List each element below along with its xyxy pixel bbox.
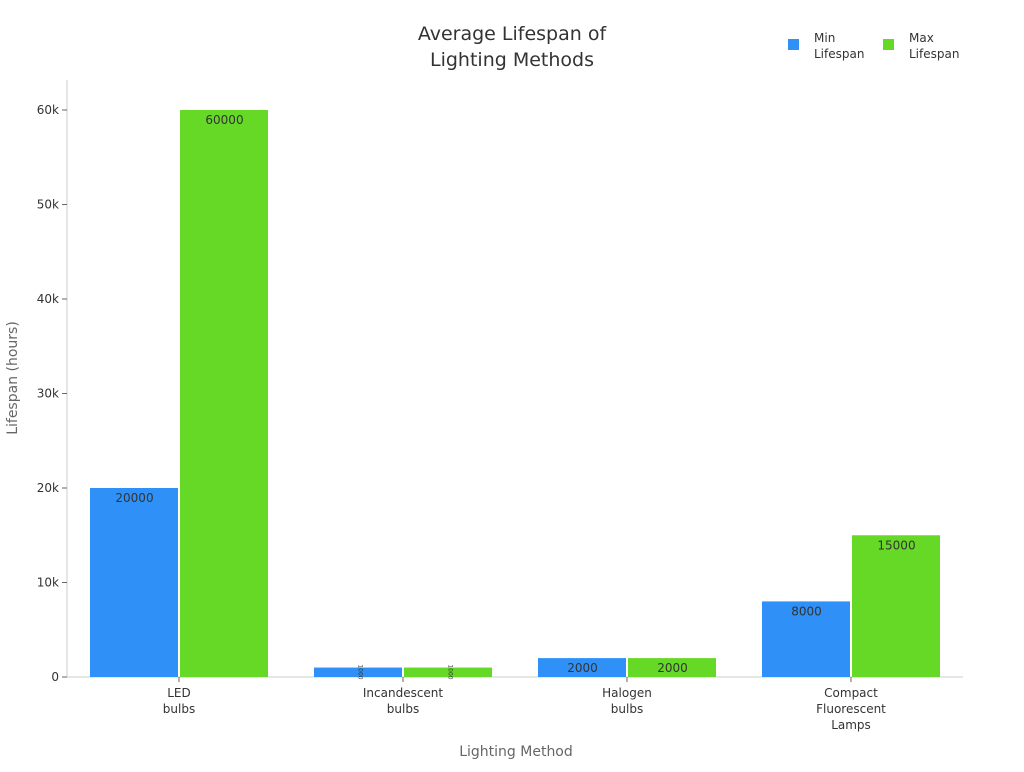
- x-tick-label: Fluorescent: [816, 702, 886, 716]
- legend-label: Max: [909, 31, 934, 45]
- legend-swatch: [883, 39, 894, 50]
- bar: [852, 535, 940, 677]
- x-tick-label: Compact: [824, 686, 878, 700]
- legend-label: Lifespan: [909, 47, 959, 61]
- y-tick-label: 60k: [37, 103, 59, 117]
- legend-swatch: [788, 39, 799, 50]
- x-tick-label: bulbs: [387, 702, 419, 716]
- bar: [90, 488, 178, 677]
- y-tick-label: 20k: [37, 481, 59, 495]
- x-axis-label: Lighting Method: [459, 744, 573, 760]
- chart-title: Average Lifespan of: [418, 23, 608, 45]
- y-tick-label: 10k: [37, 576, 59, 590]
- y-tick-label: 0: [51, 670, 59, 684]
- bar: [762, 601, 850, 677]
- data-label: 15000: [877, 538, 915, 552]
- bar: [314, 667, 402, 677]
- data-label: 1000: [447, 664, 454, 679]
- data-label: 20000: [115, 491, 153, 505]
- x-tick-label: Incandescent: [363, 686, 444, 700]
- x-tick-label: LED: [167, 686, 191, 700]
- x-tick-label: bulbs: [163, 702, 195, 716]
- legend-label: Lifespan: [814, 47, 864, 61]
- data-label: 1000: [357, 664, 364, 679]
- x-tick-label: bulbs: [611, 702, 643, 716]
- y-tick-label: 40k: [37, 292, 59, 306]
- x-tick-label: Halogen: [602, 686, 652, 700]
- bar: [404, 667, 492, 677]
- chart-title: Lighting Methods: [430, 49, 594, 71]
- data-label: 2000: [567, 661, 598, 675]
- data-label: 60000: [205, 113, 243, 127]
- x-tick-label: Lamps: [831, 718, 871, 732]
- data-label: 8000: [791, 604, 822, 618]
- data-label: 2000: [657, 661, 688, 675]
- y-tick-label: 30k: [37, 387, 59, 401]
- bar: [628, 658, 716, 677]
- bar: [180, 110, 268, 677]
- legend-label: Min: [814, 31, 835, 45]
- bar: [538, 658, 626, 677]
- y-tick-label: 50k: [37, 198, 59, 212]
- y-axis-label: Lifespan (hours): [5, 321, 21, 435]
